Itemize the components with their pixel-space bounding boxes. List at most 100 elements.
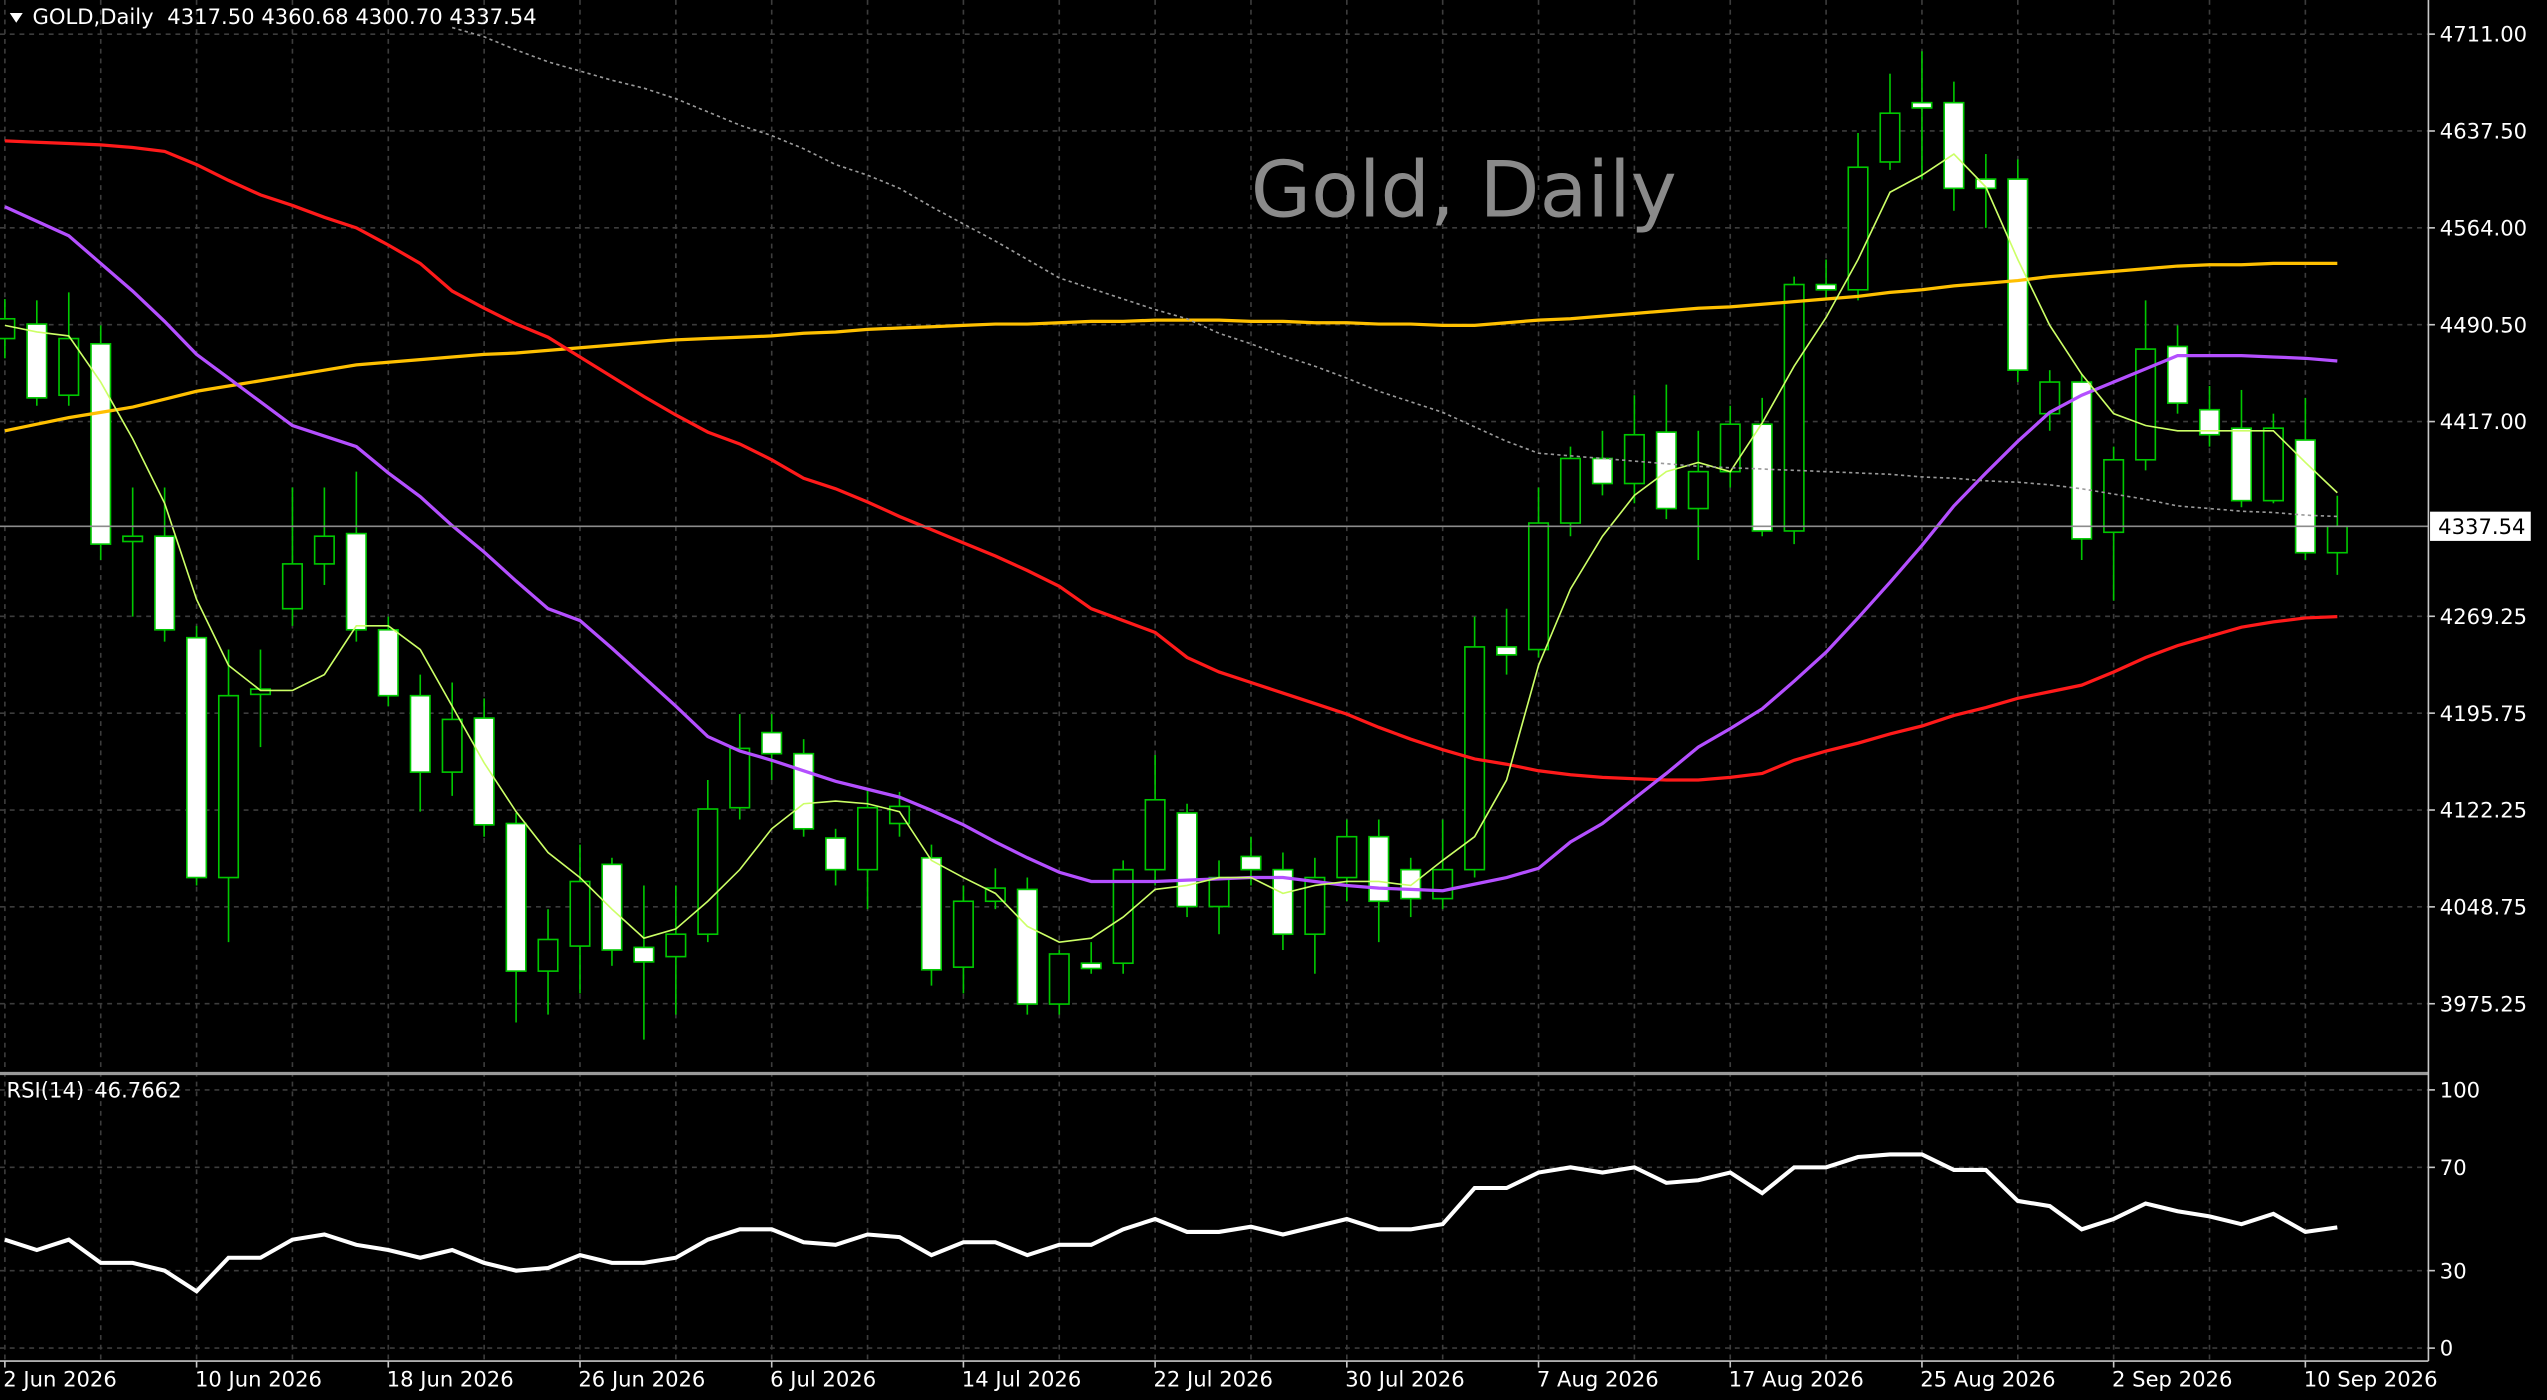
candle-body: [825, 837, 847, 871]
candle-body: [1240, 855, 1262, 871]
candle-body: [1687, 470, 1709, 510]
candle-body: [217, 694, 240, 879]
watermark-title: Gold, Daily: [1251, 145, 1677, 235]
candle-body: [1208, 876, 1230, 908]
x-tick-label: 2 Sep 2026: [2112, 1367, 2232, 1392]
candle-body: [26, 323, 48, 399]
candle-body: [1048, 953, 1070, 1005]
candle-body: [633, 946, 655, 963]
candle-body: [1879, 112, 1901, 163]
candle-body: [537, 938, 559, 972]
ma-line: [4, 261, 2338, 433]
candle-body: [2071, 381, 2093, 540]
rsi-line: [4, 1152, 2338, 1294]
candle-body: [377, 628, 399, 697]
candle-body: [1496, 646, 1518, 656]
y-tick-label: 4122.25: [2440, 798, 2527, 823]
x-tick-label: 25 Aug 2026: [1920, 1367, 2055, 1392]
candle-body: [1751, 423, 1773, 532]
candle-body: [345, 532, 367, 631]
candle-body: [441, 718, 463, 773]
x-tick-label: 26 Jun 2026: [578, 1367, 705, 1392]
last-price-box: [2430, 511, 2531, 541]
candle-body: [1176, 812, 1198, 908]
candle-body: [0, 317, 16, 340]
rsi-value: 46.7662: [94, 1077, 181, 1102]
x-tick-label: 10 Jun 2026: [195, 1367, 322, 1392]
candle-body: [186, 636, 208, 879]
y-tick-label: 4417.00: [2440, 409, 2527, 434]
x-tick-label: 10 Sep 2026: [2304, 1367, 2438, 1392]
candle-body: [2230, 427, 2253, 502]
x-tick-label: 18 Jun 2026: [387, 1367, 514, 1392]
candle-body: [697, 808, 719, 936]
quote-label: 4317.50 4360.68 4300.70 4337.54: [167, 4, 536, 29]
menu-arrow[interactable]: [9, 12, 23, 23]
candle-body: [569, 880, 591, 947]
candle-body: [729, 747, 751, 809]
candle-body: [793, 752, 815, 830]
price-pane: [0, 26, 2429, 1040]
x-tick-label: 2 Jun 2026: [3, 1367, 117, 1392]
candle-body: [1591, 457, 1613, 485]
y-tick-label: 4711.00: [2440, 22, 2527, 47]
candle-body: [1783, 283, 1805, 532]
y-tick-label: 4490.50: [2440, 312, 2527, 337]
candle-body: [313, 535, 335, 565]
candle-body: [281, 563, 303, 610]
candle-body: [1623, 433, 1645, 485]
candle-body: [1719, 423, 1741, 473]
candle-body: [601, 863, 623, 951]
candle-body: [2262, 427, 2284, 502]
candle-body: [154, 535, 176, 631]
candle-body: [2007, 178, 2029, 371]
candle-body: [1272, 868, 1294, 936]
candle-body: [1016, 888, 1038, 1005]
y-tick-label: 4269.25: [2440, 604, 2527, 629]
y-tick-label: 0: [2440, 1336, 2453, 1361]
candle-body: [1943, 101, 1965, 190]
candle-body: [122, 535, 144, 543]
y-tick-label: 4564.00: [2440, 215, 2527, 240]
candle-body: [1336, 835, 1358, 879]
candle-body: [2103, 458, 2125, 534]
candle-body: [90, 343, 112, 545]
candle-body: [761, 731, 783, 755]
candle-body: [1527, 522, 1550, 651]
candle-body: [1655, 431, 1677, 510]
candle-body: [2294, 439, 2316, 554]
x-tick-label: 17 Aug 2026: [1729, 1367, 1864, 1392]
symbol-label: GOLD,Daily: [32, 4, 153, 29]
ma-line: [451, 26, 2338, 518]
candle-body: [2135, 348, 2157, 461]
y-tick-label: 4637.50: [2440, 119, 2527, 144]
candle-body: [2326, 525, 2348, 554]
ma-line: [4, 205, 2338, 893]
candle-body: [1080, 962, 1102, 970]
candle-body: [505, 822, 527, 972]
y-tick-label: 3975.25: [2440, 991, 2527, 1016]
candle-body: [473, 717, 495, 826]
last-price-label: 4337.54: [2438, 514, 2525, 539]
candle-body: [856, 806, 879, 871]
candle-body: [2198, 408, 2221, 436]
ma-line: [4, 153, 2338, 943]
candle-body: [2166, 345, 2189, 404]
candle-body: [1559, 457, 1582, 524]
candle-body: [1368, 835, 1390, 903]
y-tick-label: 30: [2440, 1258, 2467, 1283]
y-tick-label: 70: [2440, 1155, 2467, 1180]
grid-layer: [0, 0, 2429, 1362]
x-tick-label: 7 Aug 2026: [1537, 1367, 1659, 1392]
candle-body: [58, 337, 80, 397]
candle-body: [1432, 868, 1454, 900]
x-tick-label: 22 Jul 2026: [1153, 1367, 1272, 1392]
candle-body: [952, 900, 974, 968]
rsi-title: RSI(14): [6, 1077, 84, 1102]
y-tick-label: 4195.75: [2440, 701, 2527, 726]
candle-body: [1815, 283, 1837, 291]
candle-body: [920, 856, 943, 971]
x-tick-label: 6 Jul 2026: [770, 1367, 876, 1392]
